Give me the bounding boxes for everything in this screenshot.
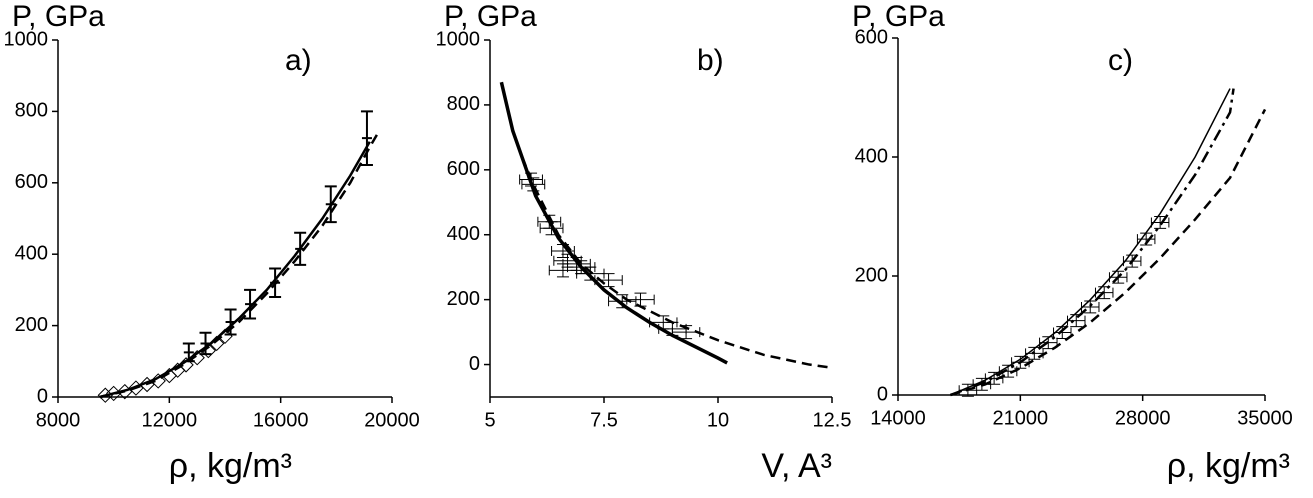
y-tick-label: 0 (37, 385, 48, 407)
error-bar-point (182, 342, 195, 363)
error-bar-point (551, 243, 575, 258)
diamond-marker (178, 357, 194, 373)
y-axis-label: P, GPa (852, 0, 945, 33)
y-tick-label: 1000 (436, 28, 481, 50)
error-bar-point (1108, 270, 1128, 284)
error-bar-point (1039, 336, 1058, 350)
x-tick-label: 8000 (36, 409, 81, 431)
error-bar-point (984, 371, 1004, 385)
y-tick-label: 200 (15, 314, 48, 336)
y-tick-label: 200 (447, 288, 480, 310)
curve (950, 88, 1231, 396)
error-bar-point (1067, 314, 1086, 328)
x-axis-label: ρ, kg/m³ (1167, 447, 1290, 485)
error-bar-point (998, 364, 1018, 378)
error-bar-point (1081, 300, 1100, 314)
x-axis-label: V, A³ (761, 447, 832, 485)
y-tick-label: 400 (447, 223, 480, 245)
y-tick-label: 800 (15, 100, 48, 122)
error-bar-point (1150, 216, 1170, 229)
x-tick-label: 7.5 (590, 409, 618, 431)
x-tick-label: 10 (707, 409, 729, 431)
diamond-marker (208, 335, 225, 352)
curve (499, 81, 728, 365)
y-tick-label: 800 (447, 93, 480, 115)
error-bar-point (972, 377, 992, 391)
diamond-marker (200, 342, 217, 359)
error-bar-point (1094, 286, 1114, 300)
diamond-marker (189, 350, 205, 366)
diamond-marker (97, 387, 114, 403)
y-tick-label: 600 (447, 158, 480, 180)
error-bar-point (521, 177, 546, 192)
error-bar-point (324, 185, 337, 224)
y-tick-label: 400 (855, 145, 888, 167)
x-tick-label: 21000 (993, 407, 1049, 429)
x-tick-label: 5 (484, 409, 495, 431)
error-bar-point (1011, 355, 1030, 369)
y-tick-label: 600 (15, 171, 48, 193)
panel-label: b) (697, 44, 724, 77)
error-bar-point (1025, 346, 1044, 360)
error-bar-point (269, 267, 282, 299)
diamond-marker (150, 373, 166, 389)
panel-label: a) (285, 44, 312, 77)
x-axis-label: ρ, kg/m³ (169, 447, 292, 485)
error-bar-point (548, 263, 578, 278)
y-tick-label: 600 (855, 26, 888, 48)
error-bar-point (519, 172, 543, 187)
x-tick-label: 14000 (870, 407, 926, 429)
error-bar-point (671, 325, 701, 340)
error-bar-point (1136, 232, 1156, 246)
error-bar-point (1053, 326, 1072, 339)
y-tick-label: 0 (877, 383, 888, 405)
x-tick-label: 28000 (1115, 407, 1171, 429)
x-tick-label: 12.5 (813, 409, 852, 431)
x-tick-label: 20000 (364, 409, 420, 431)
y-axis-label: P, GPa (444, 0, 537, 33)
error-bar-point (199, 331, 212, 356)
curve (950, 108, 1267, 397)
y-tick-label: 1000 (4, 28, 49, 50)
curve (99, 132, 380, 399)
error-bar-point (1122, 254, 1142, 268)
x-tick-label: 16000 (253, 409, 309, 431)
error-bar-point (576, 266, 605, 281)
panel-label: c) (1108, 44, 1133, 77)
y-tick-label: 200 (855, 264, 888, 286)
error-bar-point (539, 221, 564, 236)
error-bar-point (626, 292, 655, 307)
y-tick-label: 400 (15, 242, 48, 264)
y-axis-label: P, GPa (12, 0, 105, 33)
error-bar-point (958, 383, 978, 397)
error-bar-point (360, 110, 373, 166)
error-bar-point (224, 308, 237, 336)
error-bar-point (594, 273, 623, 288)
y-tick-label: 0 (469, 353, 480, 375)
x-tick-label: 35000 (1237, 407, 1293, 429)
error-bar-point (244, 288, 257, 320)
curve (949, 88, 1235, 397)
curve (99, 141, 371, 399)
error-bar-point (608, 294, 637, 309)
error-bar-point (294, 231, 307, 266)
x-tick-label: 12000 (142, 409, 198, 431)
